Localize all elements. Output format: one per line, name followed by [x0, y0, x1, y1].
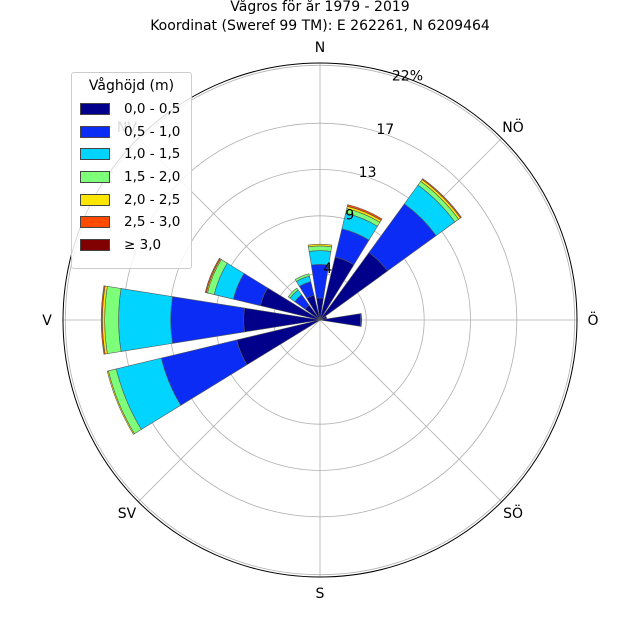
legend-item: 0,5 - 1,0	[80, 121, 183, 144]
chart-title: Vågros för år 1979 - 2019 Koordinat (Swe…	[0, 0, 640, 36]
direction-label: S	[316, 586, 325, 602]
legend-swatch	[80, 193, 110, 206]
angular-gridline	[319, 319, 503, 503]
legend-item: 0,0 - 0,5	[80, 98, 183, 121]
legend-swatch	[80, 216, 110, 229]
angular-gridline	[137, 319, 321, 503]
radial-tick-label: 22%	[392, 69, 423, 85]
legend-item: 1,0 - 1,5	[80, 143, 183, 166]
legend-label: ≥ 3,0	[124, 236, 162, 253]
rose-wedge	[104, 285, 122, 355]
direction-label: N	[315, 40, 325, 56]
legend-label: 1,0 - 1,5	[124, 146, 181, 163]
rose-wedge	[308, 245, 332, 252]
legend-title: Våghöjd (m)	[88, 78, 175, 94]
rose-wedge	[170, 296, 245, 344]
direction-label: SV	[118, 506, 137, 522]
radial-tick-label: 9	[345, 208, 354, 224]
legend-label: 2,0 - 2,5	[124, 191, 181, 208]
rose-wedge	[346, 204, 383, 221]
legend-swatch	[80, 171, 110, 184]
legend-swatch	[80, 125, 110, 138]
legend-swatch	[80, 103, 110, 116]
legend-swatch	[80, 238, 110, 251]
rose-wedge	[319, 315, 328, 321]
polar-frame	[62, 62, 578, 578]
direction-label: Ö	[587, 311, 598, 329]
legend-item: ≥ 3,0	[80, 234, 183, 257]
direction-label: V	[42, 313, 52, 329]
radial-tick-label: 17	[376, 122, 394, 138]
rose-wedge	[118, 288, 173, 352]
chart-title-line2: Koordinat (Sweref 99 TM): E 262261, N 62…	[150, 18, 490, 34]
legend-label: 0,0 - 0,5	[124, 101, 181, 118]
radial-tick-label: 13	[359, 165, 377, 181]
rose-wedge	[307, 243, 333, 248]
radial-tick-label: 4	[323, 261, 332, 277]
legend-swatch	[80, 148, 110, 161]
legend-item: 1,5 - 2,0	[80, 166, 183, 189]
rose-wedge	[421, 178, 462, 219]
rose-wedge	[204, 257, 221, 294]
direction-label: NÖ	[502, 118, 524, 136]
legend-label: 0,5 - 1,0	[124, 123, 181, 140]
rose-wedge	[294, 273, 310, 282]
rose-wedge	[100, 285, 106, 355]
rose-wedge	[287, 287, 299, 299]
legend-item: 2,0 - 2,5	[80, 188, 183, 211]
legend-item: 2,5 - 3,0	[80, 211, 183, 234]
legend-label: 2,5 - 3,0	[124, 214, 181, 231]
rose-wedge	[106, 370, 135, 435]
direction-label: SÖ	[503, 504, 523, 522]
chart-title-line1: Vågros för år 1979 - 2019	[230, 0, 410, 15]
rose-wedge	[359, 313, 362, 327]
legend: Våghöjd (m) 0,0 - 0,5 0,5 - 1,0 1,0 - 1,5 1…	[71, 72, 192, 269]
legend-label: 1,5 - 2,0	[124, 169, 181, 186]
